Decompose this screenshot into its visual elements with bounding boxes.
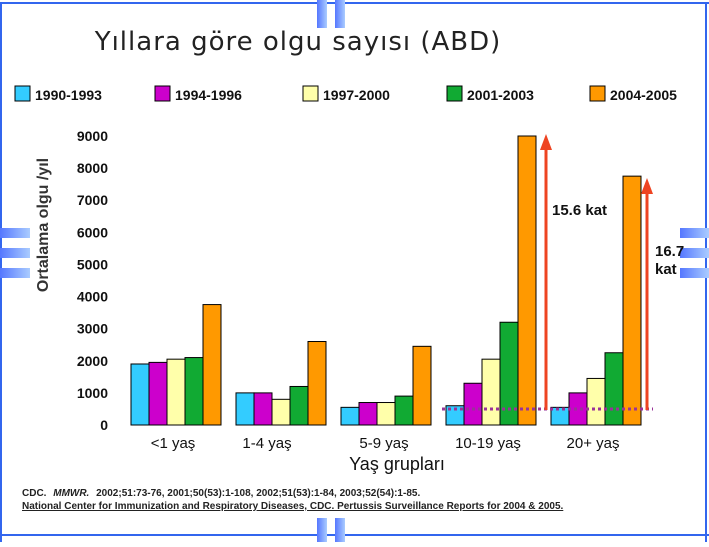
x-tick-1-4-ya: 1-4 yaş: [242, 435, 291, 452]
x-tick-10-19-ya: 10-19 yaş: [455, 435, 521, 452]
bar-5-9-ya-1997-2000: [376, 402, 396, 426]
decorative-arrow-tab-icon: [680, 228, 709, 238]
legend-swatch-2004-2005: [589, 85, 606, 102]
bar-20-ya-2004-2005: [622, 175, 642, 426]
y-tick-6000: 6000: [77, 224, 108, 240]
bar-20-ya-1994-1996: [568, 392, 588, 426]
y-tick-9000: 9000: [77, 128, 108, 144]
bar-1-ya-1990-1993: [130, 363, 150, 426]
x-tick-5-9-ya: 5-9 yaş: [359, 435, 408, 452]
source-line-2: National Center for Immunization and Res…: [22, 501, 564, 512]
y-tick-5000: 5000: [77, 256, 108, 272]
decorative-arrow-tab-icon: [335, 0, 345, 28]
bar-5-9-ya-2004-2005: [412, 345, 432, 426]
legend-swatch-1990-1993: [14, 85, 31, 102]
legend-label-1994-1996: 1994-1996: [175, 87, 242, 103]
decorative-arrow-tab-icon: [317, 518, 327, 542]
source-refs: 2002;51:73-76, 2001;50(53):1-108, 2002;5…: [96, 488, 420, 499]
x-axis-label: Yaş grupları: [349, 454, 445, 474]
bar-5-9-ya-2001-2003: [394, 395, 414, 426]
annotation-16-7-kat-line: kat: [655, 261, 677, 278]
arrow-head-16-7-kat: [641, 178, 653, 194]
decorative-arrow-tab-icon: [680, 268, 709, 278]
bottom-rule: [0, 534, 709, 536]
decorative-arrow-tab-icon: [335, 518, 345, 542]
y-axis-ticks: 0 1000 2000 3000 4000 5000 6000 7000 8000 9000: [77, 128, 108, 433]
annotation-16-7-kat: 16.7 kat: [655, 243, 684, 278]
bar-10-19-ya-1997-2000: [481, 358, 501, 426]
bar-5-9-ya-1990-1993: [340, 406, 360, 426]
bar-10-19-ya-2004-2005: [517, 135, 537, 426]
x-axis-ticks: <1 yaş 1-4 yaş 5-9 yaş 10-19 yaş 20+ yaş: [151, 435, 620, 452]
bar-5-9-ya-1994-1996: [358, 402, 378, 426]
bar-1-ya-1994-1996: [148, 361, 168, 426]
legend-swatch-1997-2000: [302, 85, 319, 102]
y-tick-4000: 4000: [77, 289, 108, 305]
bar-20-ya-2001-2003: [604, 352, 624, 426]
x-tick-1-ya: <1 yaş: [151, 435, 196, 452]
legend-label-1997-2000: 1997-2000: [323, 87, 390, 103]
legend-label-1990-1993: 1990-1993: [35, 87, 102, 103]
source-line-1: CDC. MMWR. 2002;51:73-76, 2001;50(53):1-…: [22, 488, 420, 499]
bar-1-ya-2001-2003: [184, 357, 204, 426]
decorative-arrow-tab-icon: [680, 248, 709, 258]
annotation-15-6-kat: 15.6 kat: [552, 202, 607, 219]
source-prefix: CDC.: [22, 488, 47, 499]
y-tick-8000: 8000: [77, 160, 108, 176]
y-tick-1000: 1000: [77, 385, 108, 401]
y-tick-7000: 7000: [77, 192, 108, 208]
y-tick-3000: 3000: [77, 321, 108, 337]
y-axis-label: Ortalama olgu /yıl: [35, 158, 52, 292]
bar-20-ya-1990-1993: [550, 406, 570, 426]
decorative-arrow-tab-icon: [0, 268, 30, 278]
legend-label-2004-2005: 2004-2005: [610, 87, 677, 103]
bar-1-4-ya-1997-2000: [271, 398, 291, 426]
legend: 1990-1993 1994-1996 1997-2000 2001-2003 2004…: [14, 85, 677, 103]
top-rule: [0, 2, 709, 4]
bar-1-ya-2004-2005: [202, 304, 222, 426]
legend-swatch-1994-1996: [154, 85, 171, 102]
y-tick-2000: 2000: [77, 353, 108, 369]
legend-label-2001-2003: 2001-2003: [467, 87, 534, 103]
legend-swatch-2001-2003: [446, 85, 463, 102]
decorative-arrow-tab-icon: [317, 0, 327, 28]
bar-20-ya-1997-2000: [586, 377, 606, 426]
x-tick-20-ya: 20+ yaş: [567, 435, 620, 452]
arrow-head-15-6-kat: [540, 134, 552, 150]
source-journal: MMWR.: [53, 488, 89, 499]
chart-title: Yıllara göre olgu sayısı (ABD): [94, 27, 502, 57]
decorative-arrow-tab-icon: [0, 248, 30, 258]
decorative-arrow-tab-icon: [0, 228, 30, 238]
bar-1-4-ya-2004-2005: [307, 341, 327, 426]
bar-1-4-ya-1994-1996: [253, 392, 273, 426]
bar-10-19-ya-1994-1996: [463, 382, 483, 426]
bar-1-4-ya-1990-1993: [235, 392, 255, 426]
bars: [130, 135, 642, 426]
y-tick-0: 0: [100, 417, 108, 433]
annotations: 15.6 kat 16.7 kat: [442, 134, 684, 411]
annotation-16-7-kat-line: 16.7: [655, 243, 684, 260]
bar-1-ya-1997-2000: [166, 358, 186, 426]
bar-1-4-ya-2001-2003: [289, 385, 309, 426]
